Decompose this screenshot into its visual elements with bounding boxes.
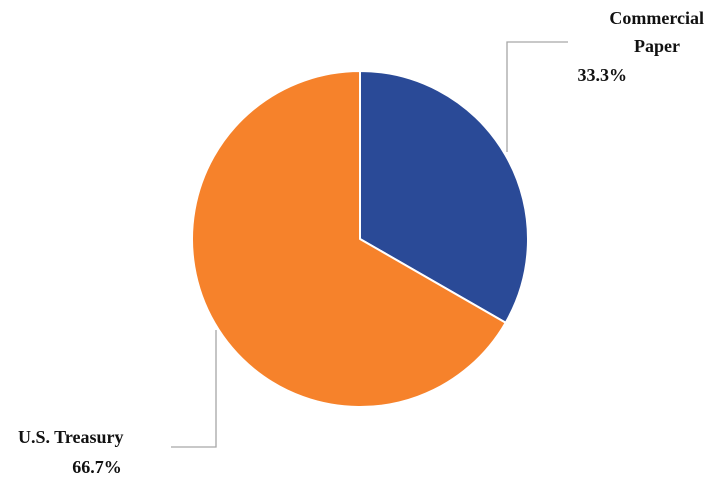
value-label-us-treasury: 66.7% xyxy=(72,457,122,477)
leader-line-us-treasury xyxy=(171,330,217,448)
pie-slices xyxy=(191,70,529,408)
slice-us-treasury xyxy=(191,70,507,408)
label-commercial-paper-line1: Commercial xyxy=(609,8,704,28)
leader-line-commercial-paper xyxy=(506,41,568,152)
slice-commercial-paper xyxy=(359,70,529,324)
label-us-treasury: U.S. Treasury xyxy=(18,427,124,447)
value-label-commercial-paper: 33.3% xyxy=(578,65,628,85)
leader-lines xyxy=(171,41,568,448)
slice-labels: Commercial Paper 33.3% U.S. Treasury 66.… xyxy=(18,8,704,477)
label-commercial-paper-line2: Paper xyxy=(634,36,680,56)
